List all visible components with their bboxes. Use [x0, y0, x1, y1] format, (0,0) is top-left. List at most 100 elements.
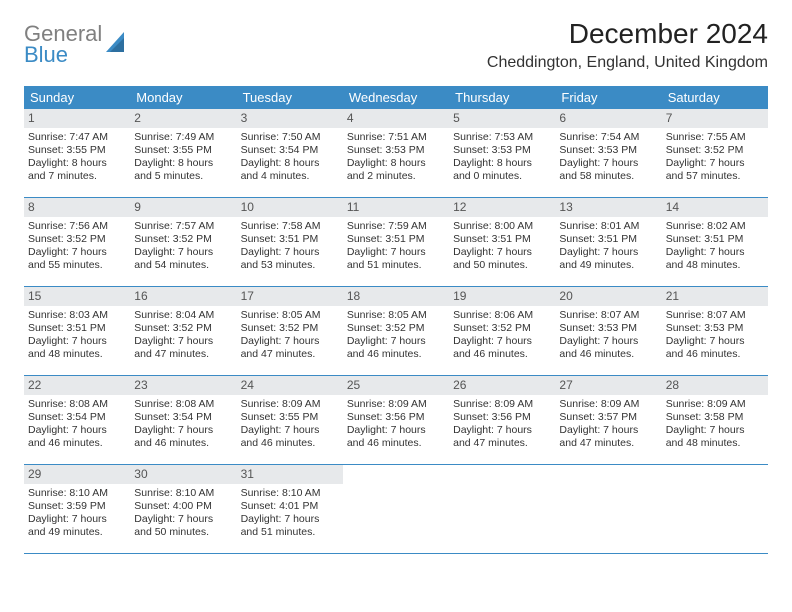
day1-text: Daylight: 7 hours	[347, 246, 445, 259]
day2-text: and 48 minutes.	[666, 259, 764, 272]
day2-text: and 49 minutes.	[28, 526, 126, 539]
sunset-text: Sunset: 3:52 PM	[453, 322, 551, 335]
sunrise-text: Sunrise: 8:09 AM	[241, 398, 339, 411]
day2-text: and 54 minutes.	[134, 259, 232, 272]
sunrise-text: Sunrise: 7:57 AM	[134, 220, 232, 233]
weekday-header: Monday	[130, 86, 236, 109]
day-cell: 3Sunrise: 7:50 AMSunset: 3:54 PMDaylight…	[237, 109, 343, 197]
day-cell: 14 Sunrise: 8:02 AMSunset: 3:51 PMDayligh…	[662, 198, 768, 286]
sunrise-text: Sunrise: 8:02 AM	[666, 220, 764, 233]
day-number: 3	[237, 109, 343, 128]
day-cell: 16Sunrise: 8:04 AMSunset: 3:52 PMDayligh…	[130, 287, 236, 375]
sunset-text: Sunset: 3:52 PM	[134, 233, 232, 246]
sunrise-text: Sunrise: 8:00 AM	[453, 220, 551, 233]
day2-text: and 48 minutes.	[666, 437, 764, 450]
day-number: 14	[662, 198, 768, 217]
day-cell: 7Sunrise: 7:55 AMSunset: 3:52 PMDaylight…	[662, 109, 768, 197]
day2-text: and 53 minutes.	[241, 259, 339, 272]
day1-text: Daylight: 7 hours	[453, 335, 551, 348]
day1-text: Daylight: 7 hours	[453, 424, 551, 437]
day1-text: Daylight: 8 hours	[28, 157, 126, 170]
sunrise-text: Sunrise: 8:09 AM	[347, 398, 445, 411]
sunrise-text: Sunrise: 8:09 AM	[559, 398, 657, 411]
day-cell	[555, 465, 661, 553]
day1-text: Daylight: 7 hours	[666, 157, 764, 170]
day1-text: Daylight: 7 hours	[28, 335, 126, 348]
day-cell: 2Sunrise: 7:49 AMSunset: 3:55 PMDaylight…	[130, 109, 236, 197]
day1-text: Daylight: 7 hours	[241, 335, 339, 348]
day-number: 19	[449, 287, 555, 306]
day1-text: Daylight: 7 hours	[559, 246, 657, 259]
sunrise-text: Sunrise: 8:05 AM	[241, 309, 339, 322]
day2-text: and 5 minutes.	[134, 170, 232, 183]
sunset-text: Sunset: 3:52 PM	[28, 233, 126, 246]
sunrise-text: Sunrise: 7:59 AM	[347, 220, 445, 233]
sunrise-text: Sunrise: 7:49 AM	[134, 131, 232, 144]
day1-text: Daylight: 8 hours	[347, 157, 445, 170]
day-cell: 20Sunrise: 8:07 AMSunset: 3:53 PMDayligh…	[555, 287, 661, 375]
day2-text: and 48 minutes.	[28, 348, 126, 361]
day1-text: Daylight: 7 hours	[28, 424, 126, 437]
sunrise-text: Sunrise: 7:56 AM	[28, 220, 126, 233]
day2-text: and 46 minutes.	[559, 348, 657, 361]
day-cell	[343, 465, 449, 553]
day-cell: 5Sunrise: 7:53 AMSunset: 3:53 PMDaylight…	[449, 109, 555, 197]
day-number: 15	[24, 287, 130, 306]
sunrise-text: Sunrise: 7:54 AM	[559, 131, 657, 144]
day1-text: Daylight: 7 hours	[28, 513, 126, 526]
sunset-text: Sunset: 3:59 PM	[28, 500, 126, 513]
day1-text: Daylight: 7 hours	[347, 335, 445, 348]
sunrise-text: Sunrise: 8:08 AM	[28, 398, 126, 411]
day-cell: 6Sunrise: 7:54 AMSunset: 3:53 PMDaylight…	[555, 109, 661, 197]
sunset-text: Sunset: 4:01 PM	[241, 500, 339, 513]
sunset-text: Sunset: 3:53 PM	[347, 144, 445, 157]
day-cell	[662, 465, 768, 553]
day1-text: Daylight: 7 hours	[666, 424, 764, 437]
day-cell: 12Sunrise: 8:00 AMSunset: 3:51 PMDayligh…	[449, 198, 555, 286]
sunset-text: Sunset: 3:51 PM	[559, 233, 657, 246]
weekday-header: Friday	[555, 86, 661, 109]
day1-text: Daylight: 7 hours	[134, 513, 232, 526]
day1-text: Daylight: 7 hours	[134, 246, 232, 259]
day-cell: 22Sunrise: 8:08 AMSunset: 3:54 PMDayligh…	[24, 376, 130, 464]
day2-text: and 47 minutes.	[453, 437, 551, 450]
day-cell: 21Sunrise: 8:07 AMSunset: 3:53 PMDayligh…	[662, 287, 768, 375]
day-number: 24	[237, 376, 343, 395]
day1-text: Daylight: 7 hours	[666, 246, 764, 259]
week-row: 8Sunrise: 7:56 AMSunset: 3:52 PMDaylight…	[24, 198, 768, 287]
day-cell: 23Sunrise: 8:08 AMSunset: 3:54 PMDayligh…	[130, 376, 236, 464]
sunset-text: Sunset: 3:58 PM	[666, 411, 764, 424]
day-number: 4	[343, 109, 449, 128]
day2-text: and 47 minutes.	[559, 437, 657, 450]
sunset-text: Sunset: 3:52 PM	[666, 144, 764, 157]
month-title: December 2024	[487, 18, 768, 50]
day-number: 25	[343, 376, 449, 395]
day-cell: 24Sunrise: 8:09 AMSunset: 3:55 PMDayligh…	[237, 376, 343, 464]
day-cell: 19 Sunrise: 8:06 AMSunset: 3:52 PMDayligh…	[449, 287, 555, 375]
day1-text: Daylight: 7 hours	[28, 246, 126, 259]
day-cell: 30Sunrise: 8:10 AMSunset: 4:00 PMDayligh…	[130, 465, 236, 553]
day-cell: 29Sunrise: 8:10 AMSunset: 3:59 PMDayligh…	[24, 465, 130, 553]
week-row: 15Sunrise: 8:03 AMSunset: 3:51 PMDayligh…	[24, 287, 768, 376]
sunset-text: Sunset: 3:54 PM	[241, 144, 339, 157]
sunrise-text: Sunrise: 8:06 AM	[453, 309, 551, 322]
sunset-text: Sunset: 3:57 PM	[559, 411, 657, 424]
sunrise-text: Sunrise: 8:04 AM	[134, 309, 232, 322]
day2-text: and 47 minutes.	[241, 348, 339, 361]
header: General Blue December 2024 Cheddington, …	[24, 18, 768, 72]
sunrise-text: Sunrise: 7:58 AM	[241, 220, 339, 233]
day2-text: and 4 minutes.	[241, 170, 339, 183]
day-cell: 31Sunrise: 8:10 AMSunset: 4:01 PMDayligh…	[237, 465, 343, 553]
day2-text: and 46 minutes.	[666, 348, 764, 361]
day-number: 9	[130, 198, 236, 217]
sunrise-text: Sunrise: 7:47 AM	[28, 131, 126, 144]
day-cell: 13Sunrise: 8:01 AMSunset: 3:51 PMDayligh…	[555, 198, 661, 286]
sunset-text: Sunset: 3:51 PM	[241, 233, 339, 246]
day1-text: Daylight: 7 hours	[241, 424, 339, 437]
sunset-text: Sunset: 3:51 PM	[666, 233, 764, 246]
day-cell: 8Sunrise: 7:56 AMSunset: 3:52 PMDaylight…	[24, 198, 130, 286]
day-cell: 1Sunrise: 7:47 AMSunset: 3:55 PMDaylight…	[24, 109, 130, 197]
day-number: 26	[449, 376, 555, 395]
day1-text: Daylight: 7 hours	[347, 424, 445, 437]
day1-text: Daylight: 7 hours	[241, 513, 339, 526]
